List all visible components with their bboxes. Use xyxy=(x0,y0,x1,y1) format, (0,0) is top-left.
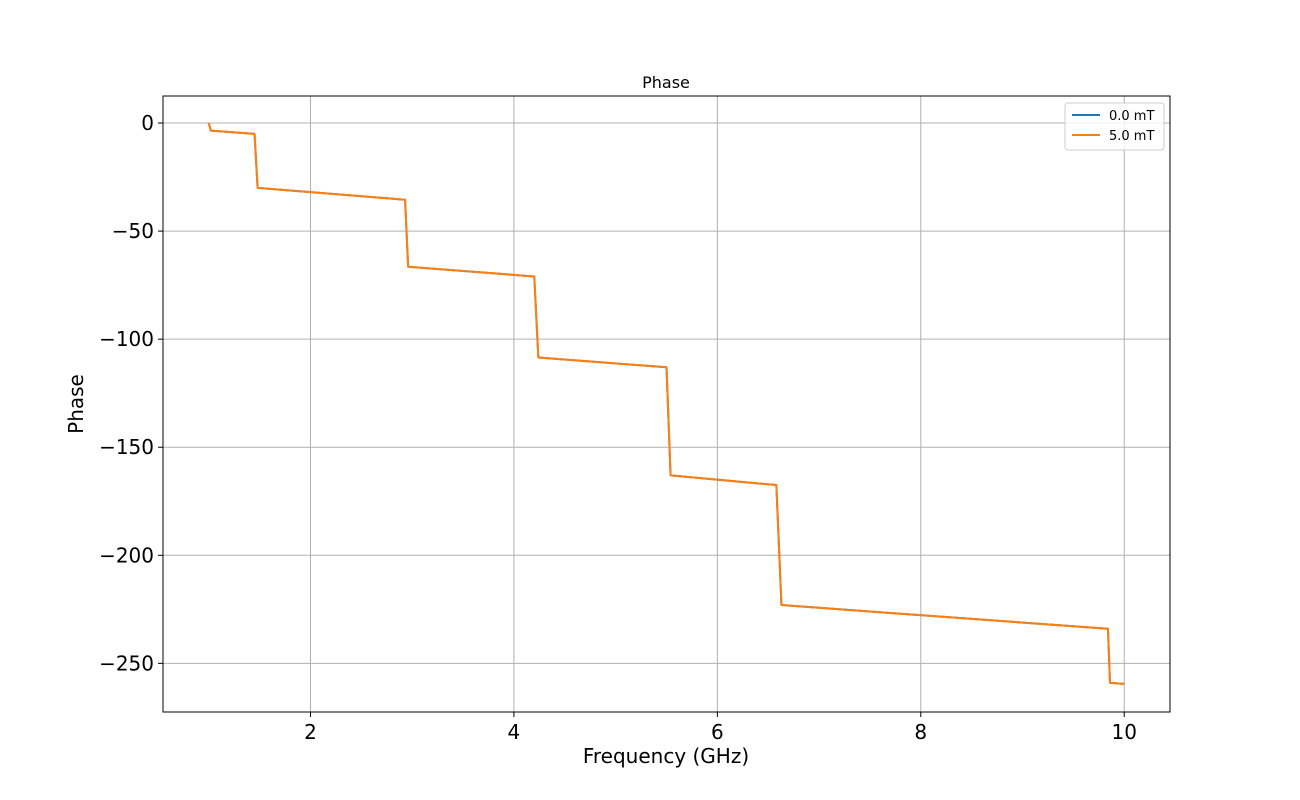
series-line-1 xyxy=(207,122,1125,685)
x-tick-label: 6 xyxy=(711,720,724,744)
series-lines xyxy=(207,122,1125,685)
axis-ticks: 2 4 6 8 10 0 −50 −100 −150 −200 −250 xyxy=(99,111,1137,744)
y-tick-label: 0 xyxy=(141,111,154,135)
x-tick-label: 4 xyxy=(508,720,521,744)
legend-label: 5.0 mT xyxy=(1109,129,1154,144)
y-axis-label: Phase xyxy=(64,374,88,434)
x-tick-label: 10 xyxy=(1112,720,1137,744)
legend-label: 0.0 mT xyxy=(1109,109,1154,124)
x-tick-label: 2 xyxy=(304,720,317,744)
x-axis-label: Frequency (GHz) xyxy=(583,744,749,768)
y-tick-label: −100 xyxy=(99,327,154,351)
y-tick-label: −50 xyxy=(112,219,154,243)
x-tick-label: 8 xyxy=(914,720,927,744)
legend: 0.0 mT 5.0 mT xyxy=(1064,102,1165,151)
y-tick-label: −200 xyxy=(99,543,154,567)
y-tick-label: −150 xyxy=(99,435,154,459)
plot-frame xyxy=(162,95,1171,713)
series-line-0 xyxy=(207,122,1125,685)
chart-title: Phase xyxy=(642,73,690,92)
y-tick-label: −250 xyxy=(99,651,154,675)
grid xyxy=(163,96,1170,712)
